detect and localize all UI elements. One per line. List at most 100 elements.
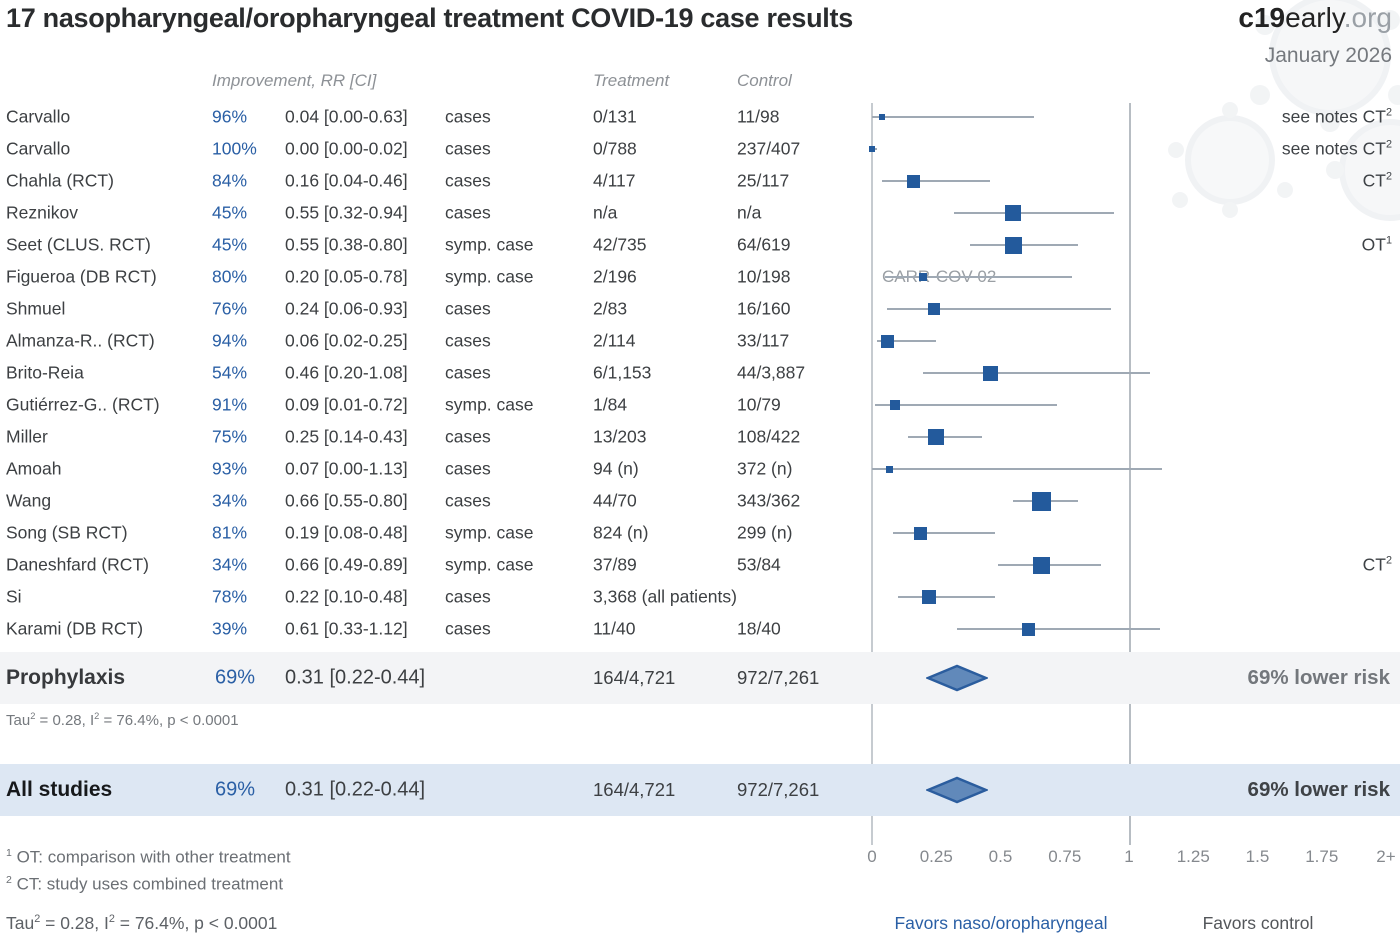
ci-line bbox=[907, 436, 983, 438]
column-header-control: Control bbox=[737, 71, 792, 90]
rr-ci-value: 0.25 [0.14-0.43] bbox=[285, 426, 408, 447]
reference-line-one bbox=[1129, 103, 1131, 845]
improvement-value[interactable]: 100% bbox=[212, 138, 257, 159]
improvement-value[interactable]: 91% bbox=[212, 394, 248, 415]
improvement-value[interactable]: 75% bbox=[212, 426, 248, 447]
study-row: Reznikov 45% 0.55 [0.32-0.94] cases n/a n/a bbox=[0, 197, 1400, 229]
improvement-value[interactable]: 34% bbox=[212, 554, 248, 575]
study-name: Reznikov bbox=[6, 202, 78, 223]
brand-suffix: .org bbox=[1343, 2, 1392, 33]
point-estimate-marker bbox=[880, 334, 894, 348]
outcome-type: symp. case bbox=[445, 554, 534, 575]
ci-line bbox=[872, 468, 1163, 470]
outcome-type: cases bbox=[445, 458, 491, 479]
outcome-type: cases bbox=[445, 330, 491, 351]
study-row: Daneshfard (RCT) 34% 0.66 [0.49-0.89] symp.… bbox=[0, 549, 1400, 581]
improvement-value[interactable]: 84% bbox=[212, 170, 248, 191]
control-count: 44/3,887 bbox=[737, 362, 806, 383]
footnote-ot: 1 OT: comparison with other treatment bbox=[6, 847, 291, 867]
page-title: 17 nasopharyngeal/oropharyngeal treatmen… bbox=[6, 3, 853, 33]
control-count: 10/198 bbox=[737, 266, 791, 287]
outcome-type: cases bbox=[445, 170, 491, 191]
study-name: Karami (DB RCT) bbox=[6, 618, 144, 639]
rr-ci-value: 0.55 [0.32-0.94] bbox=[285, 202, 408, 223]
summary-rr-ci: 0.31 [0.22-0.44] bbox=[285, 666, 426, 689]
control-count: 18/40 bbox=[737, 618, 781, 639]
x-axis-tick-label: 2+ bbox=[1376, 847, 1396, 866]
rr-ci-value: 0.04 [0.00-0.63] bbox=[285, 106, 408, 127]
study-row: Almanza-R.. (RCT) 94% 0.06 [0.02-0.25] case… bbox=[0, 325, 1400, 357]
study-name: Daneshfard (RCT) bbox=[6, 554, 149, 575]
ci-line bbox=[956, 628, 1160, 630]
study-note: CT2 bbox=[1362, 170, 1392, 191]
improvement-value[interactable]: 45% bbox=[212, 234, 248, 255]
ci-line bbox=[892, 532, 996, 534]
improvement-value[interactable]: 96% bbox=[212, 106, 248, 127]
summary-label: Prophylaxis bbox=[6, 666, 126, 689]
summary-diamond bbox=[926, 664, 988, 692]
study-name: Chahla (RCT) bbox=[6, 170, 114, 191]
treatment-count: 4/117 bbox=[593, 170, 636, 191]
study-name: Carvallo bbox=[6, 138, 71, 159]
point-estimate-marker bbox=[886, 465, 894, 473]
control-count: 64/619 bbox=[737, 234, 791, 255]
study-name: Figueroa (DB RCT) bbox=[6, 266, 157, 287]
treatment-count: 13/203 bbox=[593, 426, 647, 447]
summary-diamond bbox=[926, 776, 988, 804]
summary-control-count: 972/7,261 bbox=[737, 779, 820, 800]
point-estimate-marker bbox=[879, 114, 886, 120]
column-header-improvement: Improvement, RR [CI] bbox=[212, 71, 377, 90]
summary-control-count: 972/7,261 bbox=[737, 667, 820, 688]
x-axis-tick-label: 1.75 bbox=[1305, 847, 1339, 866]
improvement-value[interactable]: 45% bbox=[212, 202, 248, 223]
site-brand-link[interactable]: c19early.org bbox=[1238, 2, 1392, 34]
point-estimate-marker bbox=[919, 273, 928, 281]
rr-ci-value: 0.66 [0.49-0.89] bbox=[285, 554, 408, 575]
rr-ci-value: 0.55 [0.38-0.80] bbox=[285, 234, 408, 255]
control-count: 11/98 bbox=[737, 106, 780, 127]
improvement-value[interactable]: 81% bbox=[212, 522, 248, 543]
point-estimate-marker bbox=[927, 303, 940, 315]
outcome-type: cases bbox=[445, 426, 491, 447]
improvement-value[interactable]: 54% bbox=[212, 362, 248, 383]
study-row: Brito-Reia 54% 0.46 [0.20-1.08] cases 6/1,15… bbox=[0, 357, 1400, 389]
outcome-type: cases bbox=[445, 106, 491, 127]
ci-line bbox=[884, 276, 1073, 278]
improvement-value[interactable]: 39% bbox=[212, 618, 248, 639]
improvement-value[interactable]: 78% bbox=[212, 586, 248, 607]
outcome-type: cases bbox=[445, 298, 491, 319]
improvement-value[interactable]: 94% bbox=[212, 330, 248, 351]
control-count: 237/407 bbox=[737, 138, 801, 159]
treatment-count: 0/788 bbox=[593, 138, 637, 159]
outcome-type: symp. case bbox=[445, 266, 534, 287]
point-estimate-marker bbox=[1033, 556, 1051, 574]
brand-bold: c19 bbox=[1238, 2, 1286, 33]
outcome-type: symp. case bbox=[445, 234, 534, 255]
control-count: n/a bbox=[737, 202, 762, 223]
study-name: Miller bbox=[6, 426, 48, 447]
treatment-count: 11/40 bbox=[593, 618, 636, 639]
outcome-type: symp. case bbox=[445, 394, 534, 415]
point-estimate-marker bbox=[914, 526, 928, 540]
improvement-value[interactable]: 80% bbox=[212, 266, 248, 287]
summary-treatment-count: 164/4,721 bbox=[593, 667, 676, 688]
control-count: 33/117 bbox=[737, 330, 790, 351]
improvement-value[interactable]: 34% bbox=[212, 490, 248, 511]
study-name: Almanza-R.. (RCT) bbox=[6, 330, 155, 351]
treatment-count: 2/114 bbox=[593, 330, 636, 351]
improvement-value[interactable]: 93% bbox=[212, 458, 248, 479]
x-axis-tick-label: 0.25 bbox=[919, 847, 953, 866]
study-note: see notes CT2 bbox=[1281, 138, 1392, 159]
control-count: 25/117 bbox=[737, 170, 790, 191]
treatment-count: 824 (n) bbox=[593, 522, 649, 543]
treatment-count: 42/735 bbox=[593, 234, 647, 255]
improvement-value[interactable]: 76% bbox=[212, 298, 248, 319]
treatment-count: n/a bbox=[593, 202, 618, 223]
heterogeneity-stats-overall: Tau2 = 0.28, I2 = 76.4%, p < 0.0001 bbox=[6, 913, 278, 933]
treatment-count: 2/196 bbox=[593, 266, 637, 287]
treatment-count: 2/83 bbox=[593, 298, 628, 319]
ci-line bbox=[874, 404, 1058, 406]
point-estimate-marker bbox=[869, 146, 875, 152]
point-estimate-marker bbox=[1022, 622, 1036, 636]
heterogeneity-stats-prophylaxis: Tau2 = 0.28, I2 = 76.4%, p < 0.0001 bbox=[6, 711, 239, 729]
